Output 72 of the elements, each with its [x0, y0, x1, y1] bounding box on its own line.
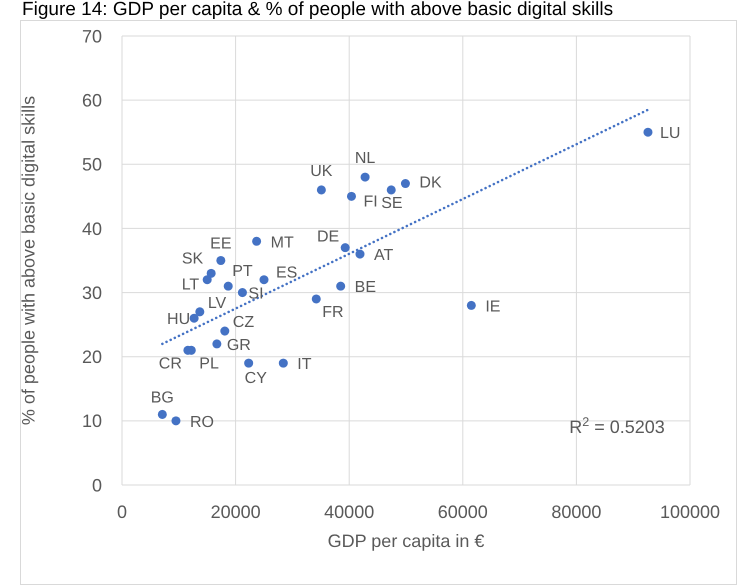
y-tick-label: 10	[82, 411, 102, 432]
data-label: CR	[158, 355, 182, 372]
data-label: FI	[363, 193, 378, 210]
point	[212, 339, 222, 348]
data-label: GR	[226, 336, 251, 354]
data-label: SE	[381, 194, 403, 212]
x-tick-label: 40000	[324, 502, 374, 522]
data-label: ES	[276, 264, 298, 282]
data-label: DK	[419, 174, 442, 192]
data-label: UK	[310, 162, 333, 180]
y-tick-label: 40	[82, 218, 102, 239]
data-label: CZ	[232, 314, 254, 332]
data-label: BG	[150, 389, 174, 406]
point	[336, 282, 346, 291]
data-label: IE	[485, 298, 500, 316]
data-label: LV	[208, 294, 227, 312]
y-tick-label: 70	[82, 26, 102, 46]
point	[238, 288, 247, 298]
point	[643, 128, 652, 137]
y-tick-label: 20	[82, 347, 102, 368]
data-label: LU	[660, 125, 680, 142]
data-label: BE	[354, 279, 376, 296]
x-tick-label: 0	[116, 502, 128, 522]
y-tick-label: 50	[82, 154, 102, 175]
point	[278, 358, 288, 368]
y-tick-label: 60	[82, 90, 102, 111]
annotation: R$^{2}$ = 0.5203	[569, 415, 665, 437]
y-tick-label: 30	[82, 282, 102, 303]
data-label: DE	[316, 228, 340, 246]
point	[466, 300, 476, 310]
point	[259, 275, 269, 284]
data-label: PL	[199, 355, 219, 372]
data-label: MT	[270, 234, 294, 252]
x-tick-label: 60000	[438, 502, 488, 522]
data-label: IT	[297, 356, 312, 374]
x-axis-title: GDP per capita in €	[328, 531, 484, 551]
point	[346, 192, 356, 201]
data-label: SK	[182, 250, 204, 268]
data-label: SI	[248, 286, 264, 303]
data-label: EE	[210, 236, 232, 252]
point	[202, 275, 212, 284]
point	[355, 250, 365, 259]
x-tick-label: 80000	[551, 502, 602, 522]
point	[316, 185, 326, 194]
point	[400, 179, 410, 188]
data-label: CY	[244, 370, 268, 388]
y-tick-label: 0	[92, 475, 102, 496]
data-label: HU	[167, 311, 190, 328]
x-tick-label: 20000	[210, 502, 261, 522]
data-label: LT	[182, 276, 200, 294]
chart-title: Figure 14: GDP per capita & % of people with above basic digital skills	[21, 0, 614, 22]
data-label: NL	[354, 150, 376, 168]
point	[360, 172, 370, 182]
data-label: PT	[232, 263, 253, 280]
point	[171, 416, 180, 426]
point	[340, 243, 350, 252]
data-label: FR	[322, 304, 344, 321]
data-label: AT	[374, 247, 394, 264]
point	[244, 358, 254, 368]
y-axis-title: % of people with above basic digital skills	[18, 96, 38, 426]
point	[312, 294, 321, 304]
point	[224, 282, 233, 291]
point	[252, 236, 262, 246]
point	[190, 314, 199, 323]
point	[216, 256, 226, 266]
point	[206, 268, 216, 278]
point	[220, 326, 230, 336]
point	[158, 410, 167, 419]
point	[386, 185, 396, 194]
x-tick-label: 100000	[660, 502, 720, 522]
point	[195, 307, 204, 316]
data-label: RO	[190, 414, 214, 431]
